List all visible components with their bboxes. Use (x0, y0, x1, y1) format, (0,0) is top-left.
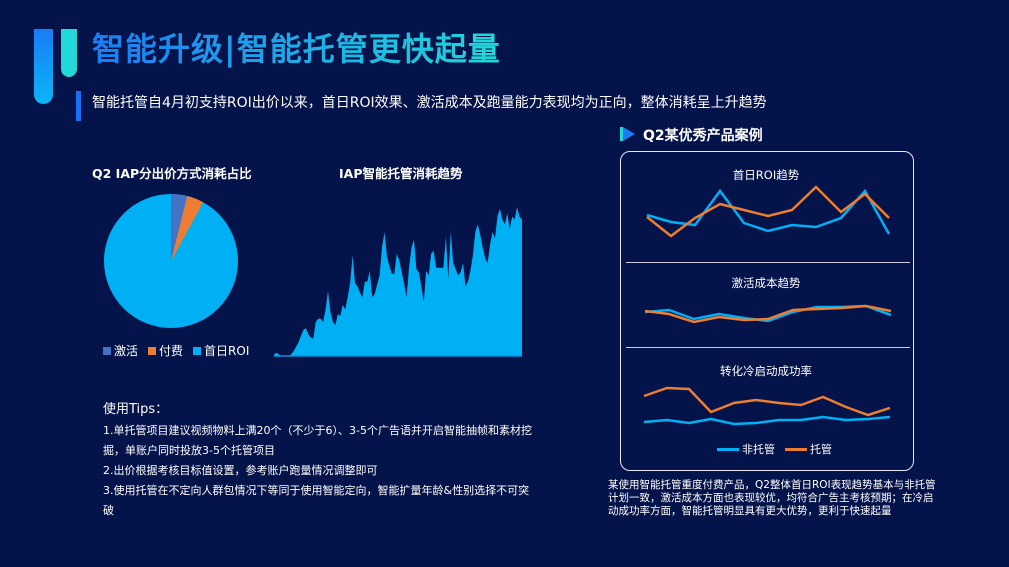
usage-tips: 使用Tips： 1.单托管项目建议视频物料上满20个（不少于6）、3-5个广告语… (103, 399, 533, 521)
case-chart-panel (620, 151, 914, 471)
decorative-bar-teal (61, 29, 77, 77)
pie-chart-title: Q2 IAP分出价方式消耗占比 (92, 166, 252, 181)
pie-slice-activation (171, 193, 188, 261)
coldstart-rate-chart (643, 386, 891, 426)
pie-slice-payment (171, 196, 204, 261)
coldstart-chart-title: 转化冷启动成功率 (720, 364, 812, 378)
page-subtitle: 智能托管自4月初支持ROI出价以来，首日ROI效果、激活成本及跑量能力表现均为正… (92, 95, 767, 111)
cost-trend-chart (644, 304, 892, 324)
roi-chart-title: 首日ROI趋势 (732, 168, 800, 182)
divider (626, 262, 910, 263)
subtitle-accent-bar (76, 91, 81, 121)
pie-chart (104, 193, 238, 328)
area-chart (274, 207, 522, 357)
legend-item-payment: 付费 (148, 342, 183, 359)
area-chart-title: IAP智能托管消耗趋势 (339, 166, 463, 181)
tip-item-2: 2.出价根据考核目标值设置，参考账户跑量情况调整即可 (103, 464, 378, 477)
legend-item-managed: 托管 (785, 441, 832, 457)
tips-heading: 使用Tips： (103, 402, 169, 417)
page-title: 智能升级|智能托管更快起量 (92, 25, 501, 73)
cost-chart-title: 激活成本趋势 (731, 276, 801, 290)
roi-trend-chart (646, 185, 891, 238)
tip-item-1: 1.单托管项目建议视频物料上满20个（不少于6）、3-5个广告语并开启智能抽帧和… (103, 424, 532, 457)
case-title: Q2某优秀产品案例 (643, 128, 763, 144)
legend-item-non-managed: 非托管 (717, 441, 775, 457)
legend-item-activation: 激活 (103, 342, 138, 359)
legend-item-roi: 首日ROI (193, 342, 249, 359)
case-note: 某使用智能托管重度付费产品，Q2整体首日ROI表现趋势基本与非托管计划一致，激活… (608, 479, 936, 517)
line-legend: 非托管 托管 (717, 441, 832, 457)
tip-item-3: 3.使用托管在不定向人群包情况下等同于使用智能定向，智能扩量年龄&性别选择不可突… (103, 484, 530, 517)
divider (626, 347, 910, 348)
decorative-bar-blue (34, 29, 53, 104)
play-arrow-icon (620, 127, 635, 141)
pie-legend: 激活 付费 首日ROI (103, 342, 249, 359)
